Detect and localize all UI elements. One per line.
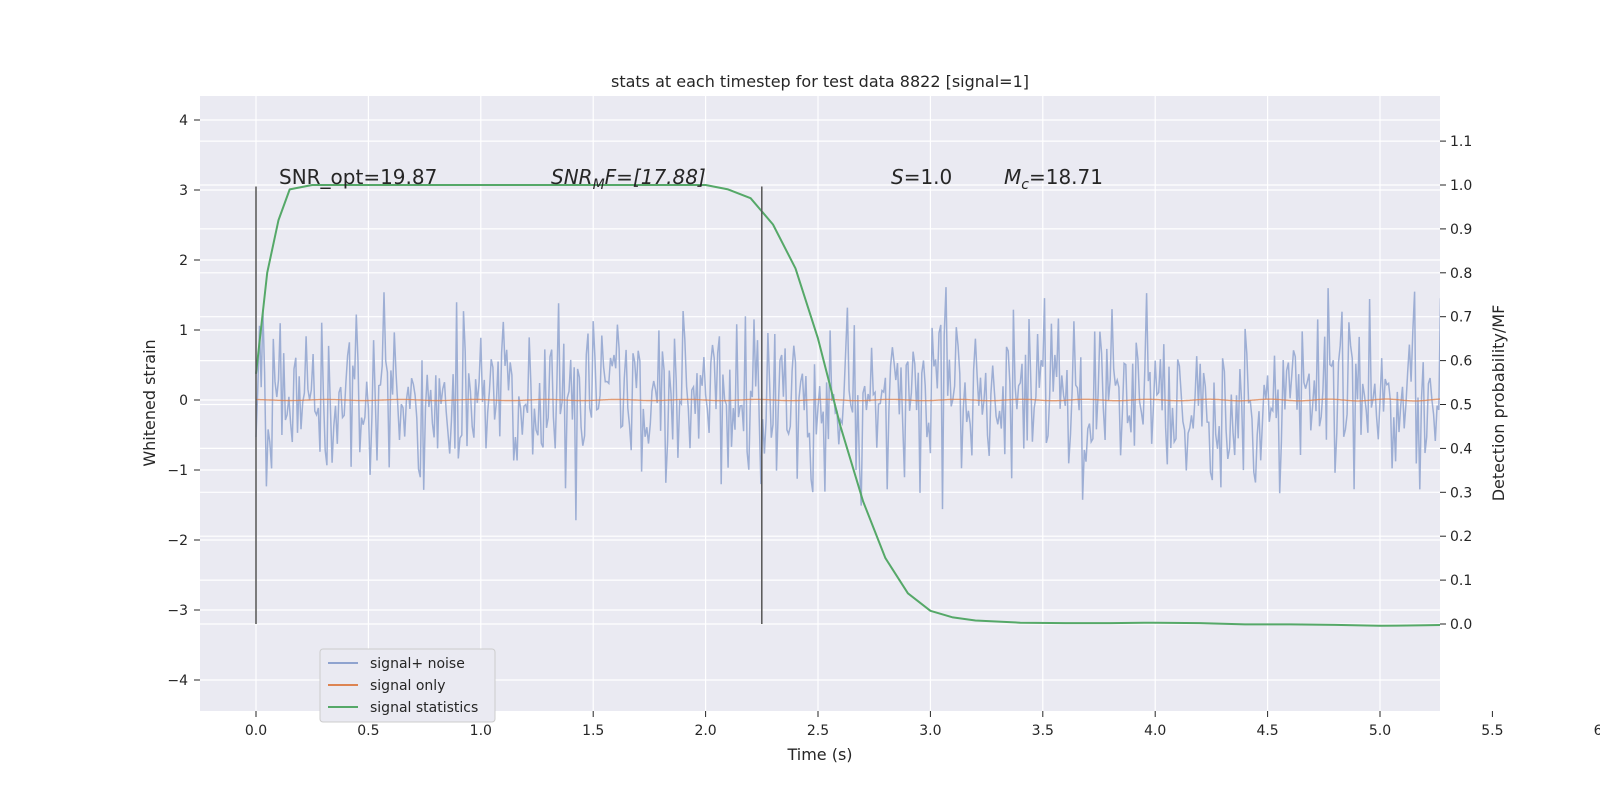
annotation-snr-opt: SNR_opt=19.87 [279,165,437,189]
y-right-tick-label: 0.5 [1450,398,1472,414]
legend-label-noise: signal+ noise [370,656,465,672]
x-axis-label: Time (s) [786,745,852,764]
annotation-snr-mf: SNRMF=[17.88] [551,165,706,193]
x-tick-label: 0.5 [357,723,379,739]
annotations: SNR_opt=19.87 SNRMF=[17.88] S=1.0 Mc=18.… [279,165,1103,193]
series-signal-statistics [255,184,1440,627]
x-tick-label: 1.5 [582,723,604,739]
series-layer [255,184,1440,627]
x-tick-label: 2.0 [694,723,716,739]
y-left-tick-label: 1 [179,323,188,339]
y-left-tick-label: 4 [179,113,188,129]
y-axis-left-ticks: 4 3 2 1 0 −1 −2 −3 −4 [167,113,200,689]
x-tick-label: 3.5 [1032,723,1054,739]
x-tick-label: 4.0 [1144,723,1166,739]
y-right-tick-label: 0.2 [1450,529,1472,545]
x-tick-label: 1.0 [470,723,492,739]
y-right-tick-label: 0.4 [1450,441,1472,457]
series-signal-noise [255,287,1440,521]
y-left-tick-label: −3 [167,603,188,619]
marker-lines [255,186,763,624]
y-right-tick-label: 0.3 [1450,485,1472,501]
y-right-tick-label: 0.9 [1450,222,1472,238]
y-right-tick-label: 1.1 [1450,134,1472,150]
legend: signal+ noise signal only signal statist… [319,648,496,723]
x-tick-label: 2.5 [807,723,829,739]
y-axis-label: Whitened strain [140,339,159,466]
y-left-tick-label: −2 [167,533,188,549]
x-axis-ticks: 0.00.51.01.52.02.53.03.54.04.55.05.56.06… [245,711,1600,739]
legend-box [319,648,496,723]
annotation-s: S=1.0 [891,165,952,189]
legend-label-signal: signal only [370,678,445,694]
y-right-tick-label: 0.1 [1450,573,1472,589]
x-tick-label: 4.5 [1256,723,1278,739]
y-left-tick-label: 3 [179,183,188,199]
y-left-tick-label: 2 [179,253,188,269]
y-axis-right-label: Detection probability/MF [1489,305,1508,502]
y-left-tick-label: −1 [167,463,188,479]
legend-label-statistics: signal statistics [370,700,478,716]
y-right-tick-label: 1.0 [1450,178,1472,194]
y-right-tick-label: 0.0 [1450,617,1472,633]
x-tick-label: 3.0 [919,723,941,739]
y-axis-right-ticks: 1.1 1.0 0.9 0.8 0.7 0.6 0.5 0.4 0.3 0.2 0.1 0.0 [1440,134,1472,633]
y-left-tick-label: 0 [179,393,188,409]
series-signal-only [256,398,1440,402]
x-tick-label: 6.0 [1594,723,1600,739]
x-tick-label: 5.5 [1481,723,1503,739]
x-tick-label: 5.0 [1369,723,1391,739]
y-right-tick-label: 0.8 [1450,266,1472,282]
y-left-tick-label: −4 [167,673,188,689]
x-tick-label: 0.0 [245,723,267,739]
y-right-tick-label: 0.7 [1450,310,1472,326]
y-right-tick-label: 0.6 [1450,354,1472,370]
chart-title: stats at each timestep for test data 882… [611,72,1029,91]
annotation-mc: Mc=18.71 [1004,165,1103,193]
